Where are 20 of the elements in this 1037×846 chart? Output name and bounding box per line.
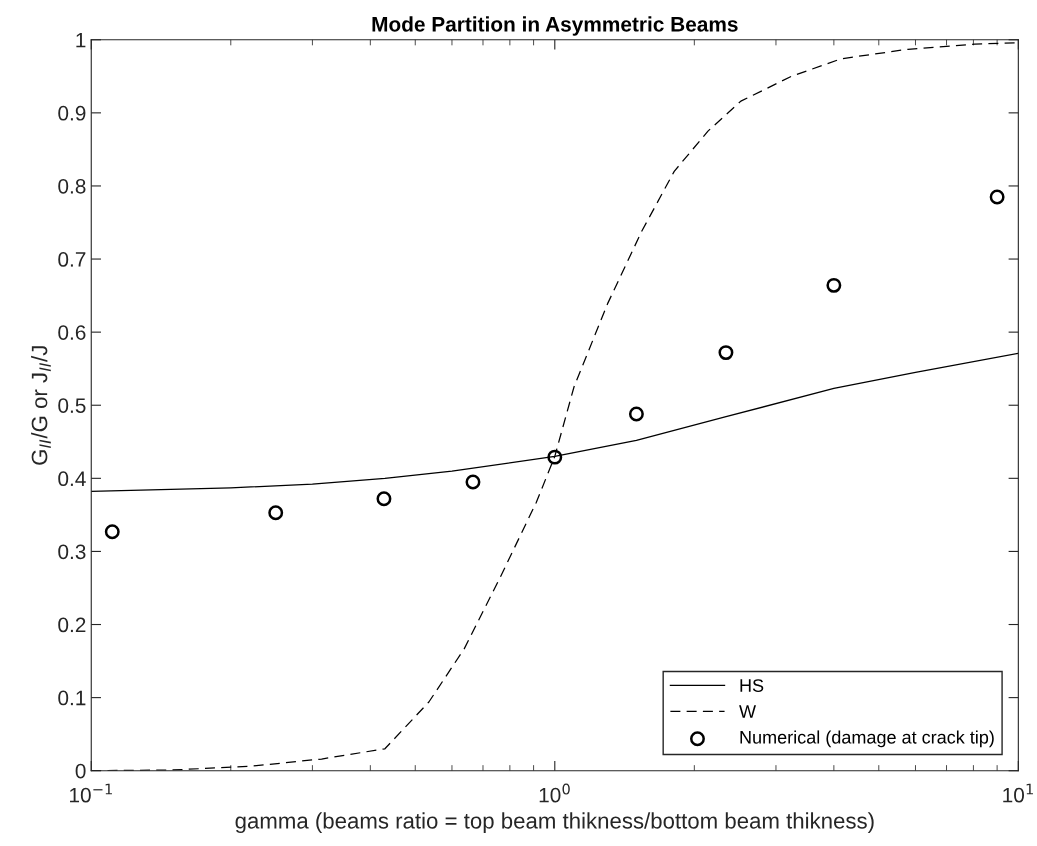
y-tick-label: 0.4 — [58, 471, 86, 487]
y-tick-label: 0.3 — [58, 544, 86, 560]
y-tick-label: 0.2 — [58, 617, 86, 633]
legend-label: W — [739, 705, 756, 718]
y-axis-title: G$_{II}$/G or J$_{II}$/J — [31, 346, 51, 465]
y-tick-label: 0 — [75, 763, 86, 779]
y-tick-label: 0.9 — [58, 105, 86, 121]
x-tick-label: 10$^{−1}$ — [70, 783, 112, 803]
legend-label: HS — [740, 679, 764, 692]
y-tick-label: 0.5 — [58, 398, 86, 413]
y-tick-label: 1 — [76, 32, 86, 48]
y-tick-label: 0.7 — [58, 252, 86, 267]
y-tick-label: 0.1 — [58, 690, 86, 706]
y-tick-label: 0.8 — [58, 178, 86, 194]
legend-label: Numerical (damage at crack tip) — [740, 730, 994, 748]
x-axis-title: gamma (beams ratio = top beam thikness/bottom beam thikness) — [235, 812, 874, 834]
chart-title: Mode Partition in Asymmetric Beams — [372, 16, 738, 36]
x-tick-label: 10$^{0}$ — [539, 783, 570, 803]
y-tick-label: 0.6 — [58, 325, 86, 340]
x-tick-label: 10$^{1}$ — [1003, 783, 1033, 803]
